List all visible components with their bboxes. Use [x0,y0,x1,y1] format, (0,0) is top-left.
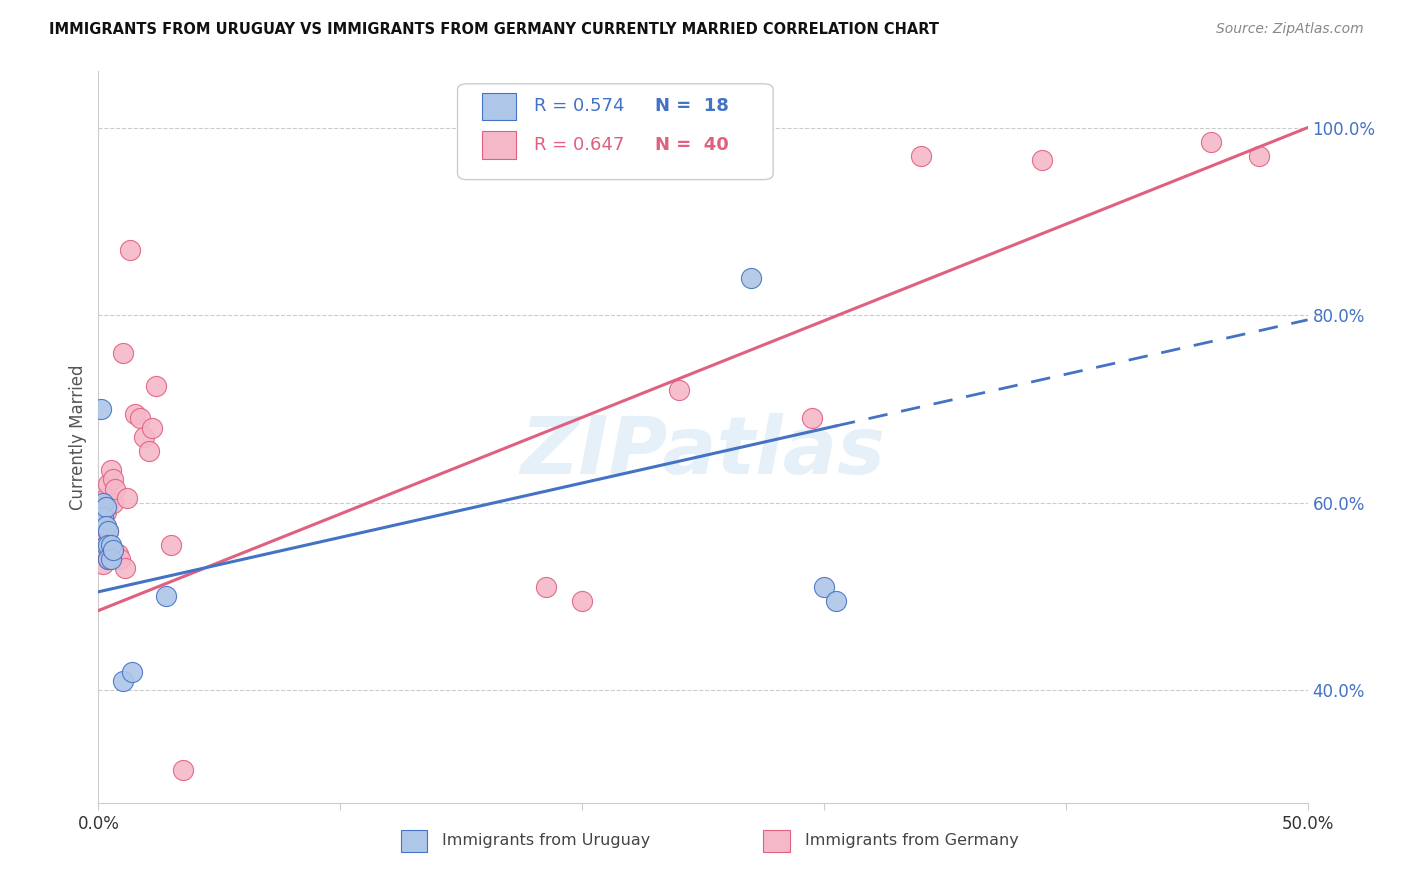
Point [101,472,124,486]
Bar [482,93,516,120]
Point [97,538,120,552]
Point [91,509,114,524]
Point [107,547,129,561]
Point [740,270,762,285]
Point [111,345,134,359]
Point [97,524,120,538]
Point [1199,135,1222,149]
Point [128,411,150,425]
Point [145,378,167,392]
Text: IMMIGRANTS FROM URUGUAY VS IMMIGRANTS FROM GERMANY CURRENTLY MARRIED CORRELATION: IMMIGRANTS FROM URUGUAY VS IMMIGRANTS FR… [49,22,939,37]
Point [124,407,146,421]
Point [111,673,134,688]
Point [114,561,136,575]
Point [90,401,112,416]
Bar [763,830,790,852]
Point [91,557,114,571]
Y-axis label: Currently Married: Currently Married [69,364,87,510]
Point [910,149,932,163]
Point [90,524,112,538]
Point [97,524,120,538]
Point [91,542,114,557]
Point [101,542,124,557]
Point [134,430,156,444]
Text: N =  18: N = 18 [655,97,728,115]
Point [91,500,114,515]
Point [160,538,183,552]
Point [97,552,120,566]
Point [800,411,823,425]
Point [100,552,122,566]
Point [101,496,124,510]
Point [668,383,690,397]
Point [104,482,127,496]
Text: N =  40: N = 40 [655,136,728,154]
Point [94,500,117,515]
Point [91,515,114,529]
Text: R = 0.647: R = 0.647 [534,136,624,154]
Point [118,243,141,257]
Point [138,444,160,458]
Point [94,519,117,533]
Point [90,500,112,515]
Point [91,528,114,542]
Text: ZIPatlas: ZIPatlas [520,413,886,491]
Point [94,533,117,548]
Bar [401,830,427,852]
Point [825,594,848,608]
Point [97,552,120,566]
Point [1031,153,1053,168]
Point [172,763,194,777]
Point [813,580,835,594]
Point [97,496,120,510]
Point [155,590,177,604]
Bar [482,131,516,159]
Point [108,552,131,566]
Point [100,538,122,552]
Point [571,594,593,608]
Point [94,505,117,519]
Text: Immigrants from Germany: Immigrants from Germany [804,833,1018,848]
Point [534,580,557,594]
Point [97,477,120,491]
Point [100,463,122,477]
Point [94,491,117,505]
Point [1249,149,1271,163]
Point [94,538,117,552]
Point [121,665,143,679]
Text: Immigrants from Uruguay: Immigrants from Uruguay [441,833,650,848]
Point [117,491,139,505]
Point [141,420,163,434]
Text: R = 0.574: R = 0.574 [534,97,624,115]
Text: Source: ZipAtlas.com: Source: ZipAtlas.com [1216,22,1364,37]
FancyBboxPatch shape [457,84,773,179]
Point [91,496,114,510]
